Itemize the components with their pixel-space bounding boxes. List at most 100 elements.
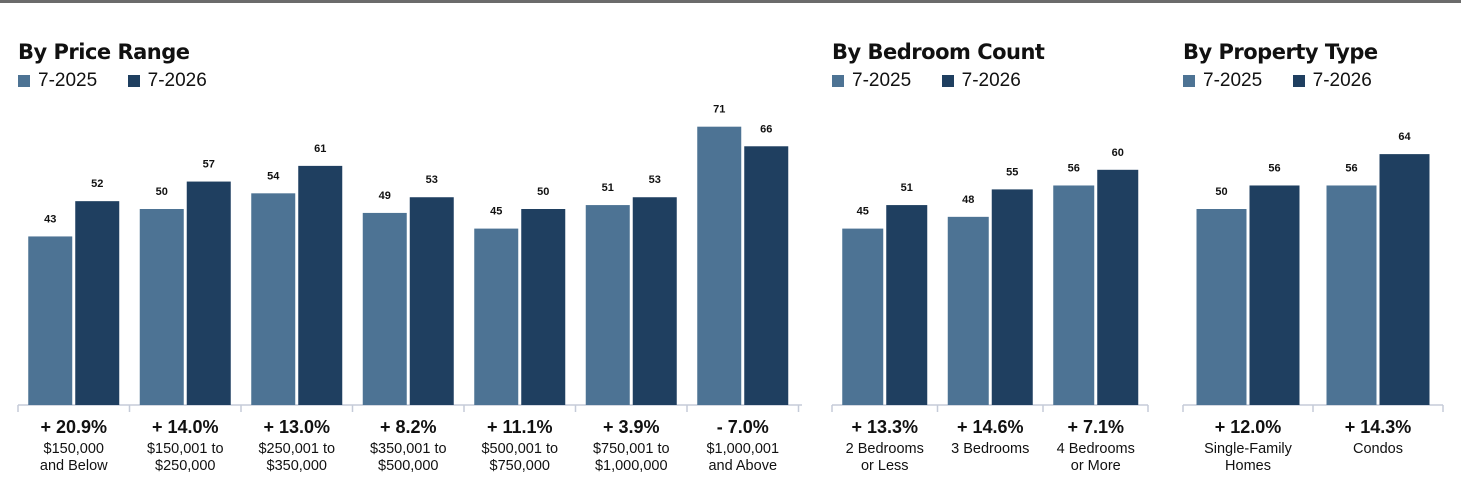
- change-percent: + 14.6%: [957, 417, 1024, 437]
- category-label: $250,000: [155, 458, 215, 474]
- category-label: Homes: [1225, 458, 1271, 474]
- data-label: 53: [426, 174, 438, 186]
- legend-swatch-2026: [1292, 75, 1305, 87]
- data-label: 51: [602, 182, 614, 194]
- bar-7-2025: [1196, 209, 1247, 405]
- change-percent: - 7.0%: [717, 417, 769, 437]
- legend-swatch-2026: [941, 75, 954, 87]
- bedroom-count-chart: By Bedroom Count 7-2025 7-2026 45 51 + 13.…: [831, 0, 1152, 492]
- legend-item-2026: 7-2026: [1292, 70, 1372, 92]
- category-label: $350,000: [267, 458, 327, 474]
- change-percent: + 7.1%: [1067, 417, 1124, 437]
- category-label: Condos: [1353, 441, 1403, 457]
- change-percent: + 11.1%: [487, 417, 553, 437]
- data-label: 56: [1268, 162, 1280, 174]
- bar-7-2025: [842, 228, 884, 405]
- price-range-chart: By Price Range 7-2025 7-2026 43 52 + 20.9%…: [17, 0, 818, 492]
- legend-item-2025: 7-2025: [18, 70, 97, 92]
- data-label: 57: [203, 159, 215, 171]
- bar-7-2026: [75, 201, 120, 405]
- bar-7-2026: [1379, 154, 1430, 405]
- change-percent: + 8.2%: [380, 417, 437, 437]
- legend-swatch-2026: [127, 75, 140, 87]
- category-label: $500,001 to: [481, 441, 558, 457]
- category-label: $750,001 to: [593, 441, 670, 457]
- category-label: $350,001 to: [370, 441, 447, 457]
- bar-7-2026: [298, 165, 343, 405]
- bar-7-2026: [632, 197, 677, 405]
- legend-label-2025: 7-2025: [38, 70, 98, 91]
- legend-label-2025: 7-2025: [1203, 70, 1263, 91]
- chart-legend: 7-2025 7-2026: [832, 70, 1047, 92]
- legend-label-2025: 7-2025: [852, 70, 912, 91]
- chart-legend: 7-2025 7-2026: [1183, 70, 1398, 92]
- legend-label-2026: 7-2026: [961, 70, 1021, 91]
- category-label: $750,000: [490, 458, 550, 474]
- change-percent: + 14.0%: [152, 417, 219, 437]
- bar-7-2026: [521, 209, 566, 405]
- data-label: 45: [490, 206, 502, 218]
- change-percent: + 13.3%: [851, 417, 918, 437]
- bar-7-2025: [1053, 185, 1095, 405]
- category-label: 4 Bedrooms: [1057, 441, 1135, 457]
- category-label: $150,001 to: [147, 441, 224, 457]
- legend-label-2026: 7-2026: [1312, 70, 1372, 91]
- change-percent: + 13.0%: [263, 417, 330, 437]
- data-label: 64: [1398, 131, 1411, 143]
- data-label: 50: [1215, 186, 1227, 198]
- category-label: and Above: [708, 458, 777, 474]
- data-label: 48: [962, 194, 974, 206]
- legend-swatch-2025: [832, 75, 844, 87]
- change-percent: + 20.9%: [40, 417, 107, 437]
- change-percent: + 3.9%: [603, 417, 660, 437]
- data-label: 55: [1006, 166, 1018, 178]
- category-label: 2 Bedrooms: [846, 441, 924, 457]
- bar-7-2026: [409, 197, 454, 405]
- data-label: 52: [91, 178, 103, 190]
- data-label: 51: [901, 182, 913, 194]
- category-label: and Below: [40, 458, 108, 474]
- data-label: 71: [713, 104, 725, 116]
- bar-7-2025: [139, 209, 184, 405]
- category-label: Single-Family: [1204, 441, 1293, 457]
- data-label: 66: [760, 123, 772, 135]
- data-label: 60: [1112, 147, 1124, 159]
- bar-7-2025: [585, 205, 630, 405]
- bar-7-2025: [28, 236, 73, 405]
- bar-7-2025: [1326, 185, 1377, 405]
- category-label: or More: [1071, 458, 1121, 474]
- chart-title: By Bedroom Count: [832, 40, 1045, 64]
- data-label: 53: [649, 174, 661, 186]
- category-label: $1,000,001: [706, 441, 779, 457]
- chart-legend: 7-2025 7-2026: [18, 70, 233, 92]
- data-label: 54: [267, 170, 280, 182]
- data-label: 50: [537, 186, 549, 198]
- category-label: 3 Bedrooms: [951, 441, 1029, 457]
- legend-swatch-2025: [1183, 75, 1195, 87]
- change-percent: + 14.3%: [1345, 417, 1412, 437]
- top-divider-line: [0, 0, 1461, 3]
- bar-7-2025: [362, 212, 407, 405]
- legend-swatch-2025: [18, 75, 30, 87]
- category-label: or Less: [861, 458, 909, 474]
- bar-7-2026: [991, 189, 1033, 405]
- data-label: 43: [44, 213, 56, 225]
- data-label: 61: [314, 143, 326, 155]
- category-label: $150,000: [44, 441, 104, 457]
- legend-label-2026: 7-2026: [147, 70, 207, 91]
- legend-item-2026: 7-2026: [127, 70, 207, 92]
- bar-7-2025: [474, 228, 519, 405]
- bar-7-2025: [947, 216, 989, 405]
- bar-7-2026: [1249, 185, 1300, 405]
- property-type-chart: By Property Type 7-2025 7-2026 50 56 + 12.…: [1182, 0, 1453, 492]
- data-label: 56: [1068, 162, 1080, 174]
- chart-title: By Price Range: [18, 40, 190, 64]
- bar-7-2026: [186, 181, 231, 405]
- bar-7-2026: [886, 205, 928, 405]
- category-label: $250,001 to: [258, 441, 335, 457]
- data-label: 50: [156, 186, 168, 198]
- data-label: 56: [1345, 162, 1357, 174]
